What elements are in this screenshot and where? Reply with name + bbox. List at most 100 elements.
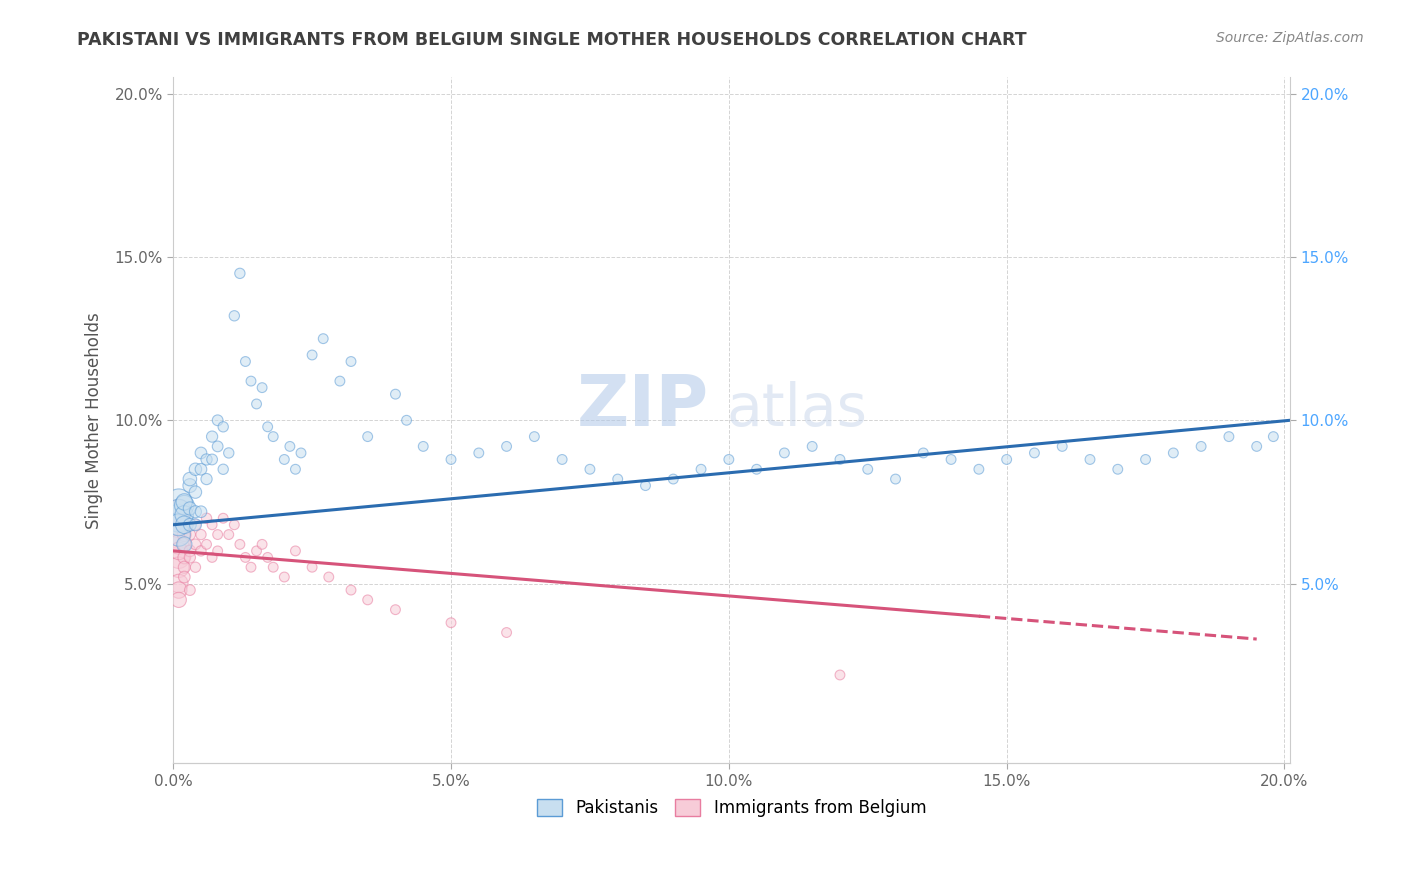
Text: atlas: atlas	[725, 382, 868, 439]
Point	[167, 537, 190, 551]
Point	[229, 537, 252, 551]
Point	[190, 462, 212, 476]
Point	[1246, 439, 1268, 453]
Point	[801, 439, 824, 453]
Point	[207, 439, 229, 453]
Point	[240, 374, 263, 388]
Point	[207, 413, 229, 427]
Point	[195, 537, 218, 551]
Point	[167, 544, 190, 558]
Point	[912, 446, 935, 460]
Point	[167, 505, 190, 519]
Point	[201, 452, 224, 467]
Point	[235, 354, 257, 368]
Point	[745, 462, 768, 476]
Point	[273, 452, 295, 467]
Point	[262, 560, 284, 574]
Point	[184, 517, 207, 532]
Point	[212, 462, 235, 476]
Point	[179, 517, 201, 532]
Point	[184, 517, 207, 532]
Point	[967, 462, 990, 476]
Point	[634, 478, 657, 492]
Point	[606, 472, 628, 486]
Point	[256, 419, 278, 434]
Point	[340, 583, 363, 598]
Point	[245, 544, 267, 558]
Point	[523, 429, 546, 443]
Point	[468, 446, 491, 460]
Point	[301, 348, 323, 362]
Point	[173, 570, 195, 584]
Point	[301, 560, 323, 574]
Point	[1263, 429, 1285, 443]
Point	[579, 462, 602, 476]
Point	[256, 550, 278, 565]
Point	[179, 478, 201, 492]
Point	[1050, 439, 1073, 453]
Point	[245, 397, 267, 411]
Point	[828, 452, 851, 467]
Point	[995, 452, 1018, 467]
Point	[218, 527, 240, 541]
Y-axis label: Single Mother Households: Single Mother Households	[86, 312, 103, 529]
Point	[250, 381, 273, 395]
Point	[284, 544, 307, 558]
Point	[167, 550, 190, 565]
Point	[173, 517, 195, 532]
Point	[173, 498, 195, 512]
Point	[690, 462, 713, 476]
Point	[167, 517, 190, 532]
Point	[273, 570, 295, 584]
Point	[184, 560, 207, 574]
Point	[235, 550, 257, 565]
Point	[440, 615, 463, 630]
Point	[179, 583, 201, 598]
Point	[1024, 446, 1046, 460]
Point	[173, 550, 195, 565]
Point	[340, 354, 363, 368]
Point	[173, 537, 195, 551]
Point	[495, 625, 517, 640]
Point	[318, 570, 340, 584]
Point	[167, 592, 190, 607]
Point	[195, 472, 218, 486]
Point	[179, 527, 201, 541]
Point	[207, 544, 229, 558]
Point	[167, 495, 190, 509]
Point	[167, 527, 190, 541]
Point	[240, 560, 263, 574]
Point	[395, 413, 418, 427]
Point	[173, 495, 195, 509]
Point	[828, 668, 851, 682]
Point	[662, 472, 685, 486]
Point	[167, 576, 190, 591]
Point	[167, 583, 190, 598]
Point	[1107, 462, 1129, 476]
Point	[224, 309, 246, 323]
Point	[184, 537, 207, 551]
Point	[717, 452, 740, 467]
Point	[195, 452, 218, 467]
Point	[212, 419, 235, 434]
Point	[184, 462, 207, 476]
Point	[173, 517, 195, 532]
Point	[262, 429, 284, 443]
Point	[190, 527, 212, 541]
Point	[184, 485, 207, 500]
Point	[201, 429, 224, 443]
Point	[290, 446, 312, 460]
Point	[773, 446, 796, 460]
Point	[939, 452, 962, 467]
Point	[1078, 452, 1101, 467]
Point	[495, 439, 517, 453]
Point	[190, 505, 212, 519]
Point	[212, 511, 235, 525]
Point	[1218, 429, 1240, 443]
Point	[190, 544, 212, 558]
Point	[250, 537, 273, 551]
Point	[284, 462, 307, 476]
Point	[440, 452, 463, 467]
Point	[384, 602, 406, 616]
Point	[357, 592, 380, 607]
